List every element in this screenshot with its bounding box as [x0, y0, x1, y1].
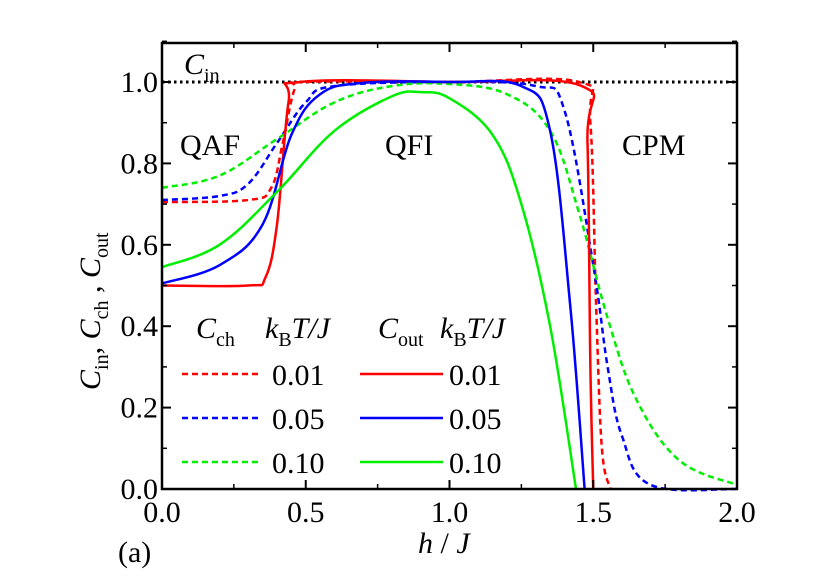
x-axis-label: h / J [418, 527, 471, 560]
curves [161, 77, 738, 492]
legend-value-ch: 0.10 [272, 447, 325, 480]
legend-value-ch: 0.01 [272, 359, 325, 392]
y-tick-label: 1.0 [121, 66, 159, 99]
series-line [161, 78, 596, 490]
legend-header-out: Cout [378, 312, 424, 351]
legend-value-out: 0.05 [449, 403, 502, 436]
x-tick-label: 1.5 [575, 496, 613, 529]
legend-header-ch-kbt: kBT/J [265, 312, 332, 351]
x-tick-label: 0.0 [143, 496, 181, 529]
y-tick-label: 0.0 [121, 473, 159, 506]
annotation-c-in: Cin [184, 48, 220, 87]
legend-value-out: 0.10 [449, 447, 502, 480]
series-line [161, 79, 586, 490]
svg-text:Cin, Cch , Cout: Cin, Cch , Cout [74, 232, 113, 390]
legend-value-out: 0.01 [449, 359, 502, 392]
series-line [161, 80, 738, 492]
series-line [161, 81, 738, 487]
y-axis-label: Cin, Cch , Cout [74, 232, 113, 390]
series-line [161, 90, 578, 490]
panel-label: (a) [118, 536, 151, 569]
x-tick-label: 0.5 [287, 496, 325, 529]
y-tick-label: 0.6 [121, 229, 159, 262]
x-tick-label: 2.0 [718, 496, 756, 529]
annotation-cpm: CPM [622, 129, 685, 162]
legend: 0.01 0.01 0.05 0.05 0.10 0.10 [182, 359, 502, 480]
y-tick-label: 0.2 [121, 392, 159, 425]
legend-value-ch: 0.05 [272, 403, 325, 436]
annotation-qfi: QFI [385, 129, 433, 162]
annotation-qaf: QAF [180, 129, 240, 162]
legend-header-ch: Cch [196, 312, 235, 351]
legend-header-out-kbt: kBT/J [440, 312, 507, 351]
y-tick-label: 0.4 [121, 310, 159, 343]
x-tick-label: 1.0 [431, 496, 469, 529]
axis-ticks: 0.0 0.5 1.0 1.5 2.0 0.0 0.2 0.4 0.6 0.8 1.0 [121, 40, 756, 529]
y-tick-label: 0.8 [121, 147, 159, 180]
